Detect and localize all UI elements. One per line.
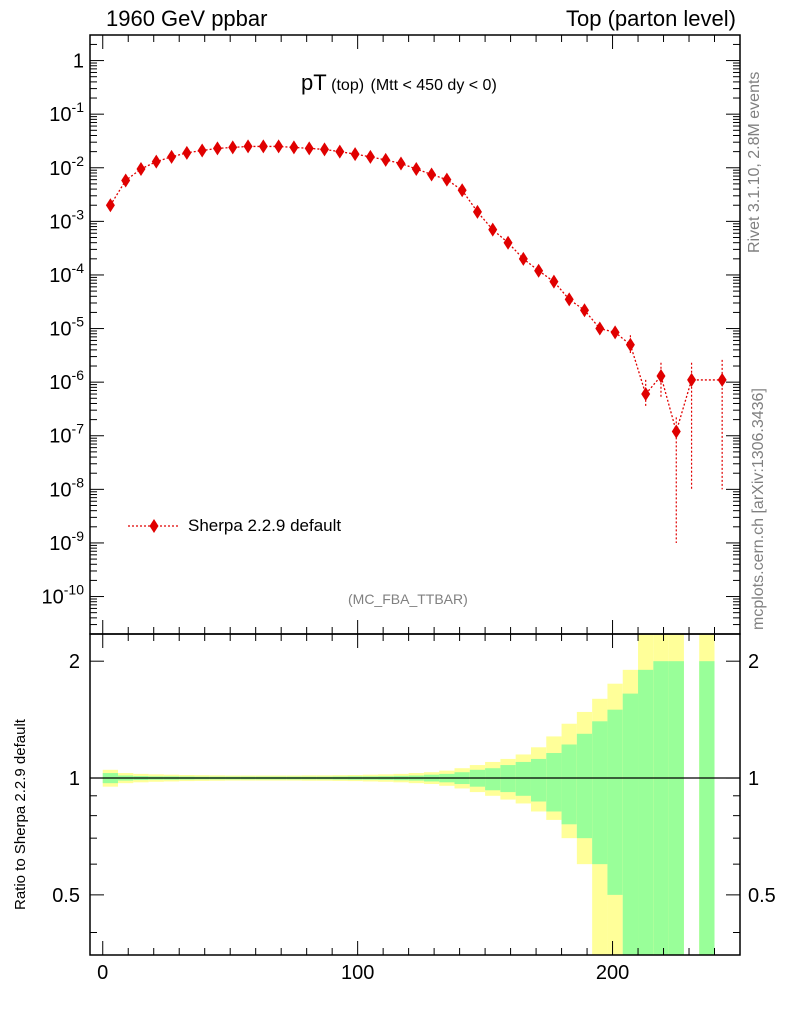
plot-title-sub: (top): [331, 77, 365, 94]
axis-tick-labels: 10-1010-910-810-710-610-510-410-310-210-…: [42, 51, 776, 984]
y-tick-label: 10-4: [49, 260, 84, 287]
ratio-band-inner-bin: [699, 661, 715, 955]
y-tick-label: 10-8: [49, 474, 84, 501]
data-point-diamond: [121, 173, 131, 188]
data-point-diamond: [427, 167, 437, 182]
rivet-version-label: Rivet 3.1.10, 2.8M events: [746, 71, 763, 253]
data-point-diamond: [304, 141, 314, 156]
ratio-band-inner-bin: [485, 768, 501, 791]
data-point-diamond: [151, 154, 161, 169]
y-tick-label: 10-10: [42, 582, 85, 609]
ratio-y-axis-label: Ratio to Sherpa 2.2.9 default: [12, 719, 29, 910]
data-point-diamond: [212, 141, 222, 156]
data-point-diamond: [396, 156, 406, 171]
ratio-band-inner-bin: [561, 744, 577, 825]
data-point-diamond: [472, 204, 482, 219]
y-tick-label: 10-2: [49, 153, 84, 180]
data-point-diamond: [610, 325, 620, 340]
data-point-diamond: [580, 303, 590, 318]
data-point-diamond: [595, 321, 605, 336]
ratio-band-inner-bin: [622, 693, 639, 955]
ratio-bands: [102, 634, 715, 955]
ratio-band-inner-bin: [668, 661, 684, 955]
y-tick-label: 10-9: [49, 528, 84, 555]
data-point-diamond: [258, 139, 268, 154]
data-point-diamond: [320, 142, 330, 157]
data-point-diamond: [457, 183, 467, 198]
data-point-diamond: [335, 144, 345, 159]
data-point-diamond: [381, 152, 391, 167]
ratio-y-tick-label-left: 1: [69, 768, 80, 790]
y-tick-label: 10-7: [49, 421, 84, 448]
data-point-diamond: [549, 274, 559, 289]
analysis-label: (MC_FBA_TTBAR): [348, 591, 468, 607]
data-point-diamond: [167, 149, 177, 164]
series-sherpa: [105, 139, 727, 543]
data-point-diamond: [641, 387, 651, 402]
data-point-diamond: [182, 145, 192, 160]
header-right: Top (parton level): [566, 6, 736, 31]
ratio-band-inner-bin: [607, 709, 623, 895]
axis-ticks: [90, 34, 741, 955]
plot-frames: [89, 34, 741, 956]
main-plot-frame: [89, 34, 741, 635]
header-left: 1960 GeV ppbar: [106, 6, 268, 31]
data-point-diamond: [105, 198, 115, 213]
ratio-y-tick-label-left: 0.5: [52, 885, 80, 907]
ratio-y-tick-label-right: 1: [748, 768, 759, 790]
data-point-diamond: [274, 139, 284, 154]
ratio-y-tick-label-left: 2: [69, 651, 80, 673]
data-point-diamond: [365, 149, 375, 164]
ratio-band-inner-bin: [530, 758, 547, 802]
data-point-diamond: [350, 147, 360, 162]
ratio-band-inner-bin: [592, 721, 608, 865]
mcplots-label: mcplots.cern.ch [arXiv:1306.3436]: [750, 388, 767, 630]
data-point-diamond: [228, 140, 238, 155]
data-point-diamond: [503, 235, 513, 250]
legend: [128, 519, 180, 533]
data-point-diamond: [411, 161, 421, 176]
plot-title-main: pT: [301, 70, 327, 95]
ratio-band-inner-bin: [515, 761, 531, 796]
y-tick-label: 1: [73, 51, 84, 73]
data-point-diamond: [442, 172, 452, 187]
data-point-diamond: [625, 337, 635, 352]
data-point-diamond: [534, 263, 544, 278]
data-point-diamond: [656, 369, 666, 384]
y-tick-label: 10-5: [49, 314, 84, 341]
x-tick-label: 100: [341, 962, 374, 984]
ratio-y-tick-label-right: 0.5: [748, 885, 776, 907]
data-point-diamond: [488, 222, 498, 237]
data-point-diamond: [518, 251, 528, 266]
ratio-band-inner-bin: [638, 669, 654, 955]
legend-label: Sherpa 2.2.9 default: [188, 516, 342, 535]
y-tick-label: 10-6: [49, 367, 84, 394]
data-point-diamond: [671, 424, 681, 439]
series-line: [109, 145, 723, 434]
plot-title-condition: (Mtt < 450 dy < 0): [370, 77, 497, 94]
y-tick-label: 10-3: [49, 206, 84, 233]
legend-marker-diamond: [149, 519, 159, 533]
data-point-diamond: [564, 292, 574, 307]
ratio-band-inner-bin: [576, 733, 593, 839]
data-point-diamond: [197, 143, 207, 158]
x-tick-label: 0: [97, 962, 108, 984]
ratio-plot-frame: [89, 633, 741, 956]
data-point-diamond: [136, 161, 146, 176]
plot-title: pT (top) (Mtt < 450 dy < 0): [301, 70, 497, 96]
data-point-diamond: [289, 140, 299, 155]
data-point-diamond: [717, 372, 727, 387]
x-tick-label: 200: [596, 962, 629, 984]
ratio-band-inner-bin: [546, 753, 562, 812]
ratio-band-inner-bin: [653, 661, 669, 955]
ratio-y-tick-label-right: 2: [748, 651, 759, 673]
data-point-diamond: [687, 372, 697, 387]
data-point-diamond: [243, 139, 253, 154]
y-tick-label: 10-1: [49, 99, 84, 126]
